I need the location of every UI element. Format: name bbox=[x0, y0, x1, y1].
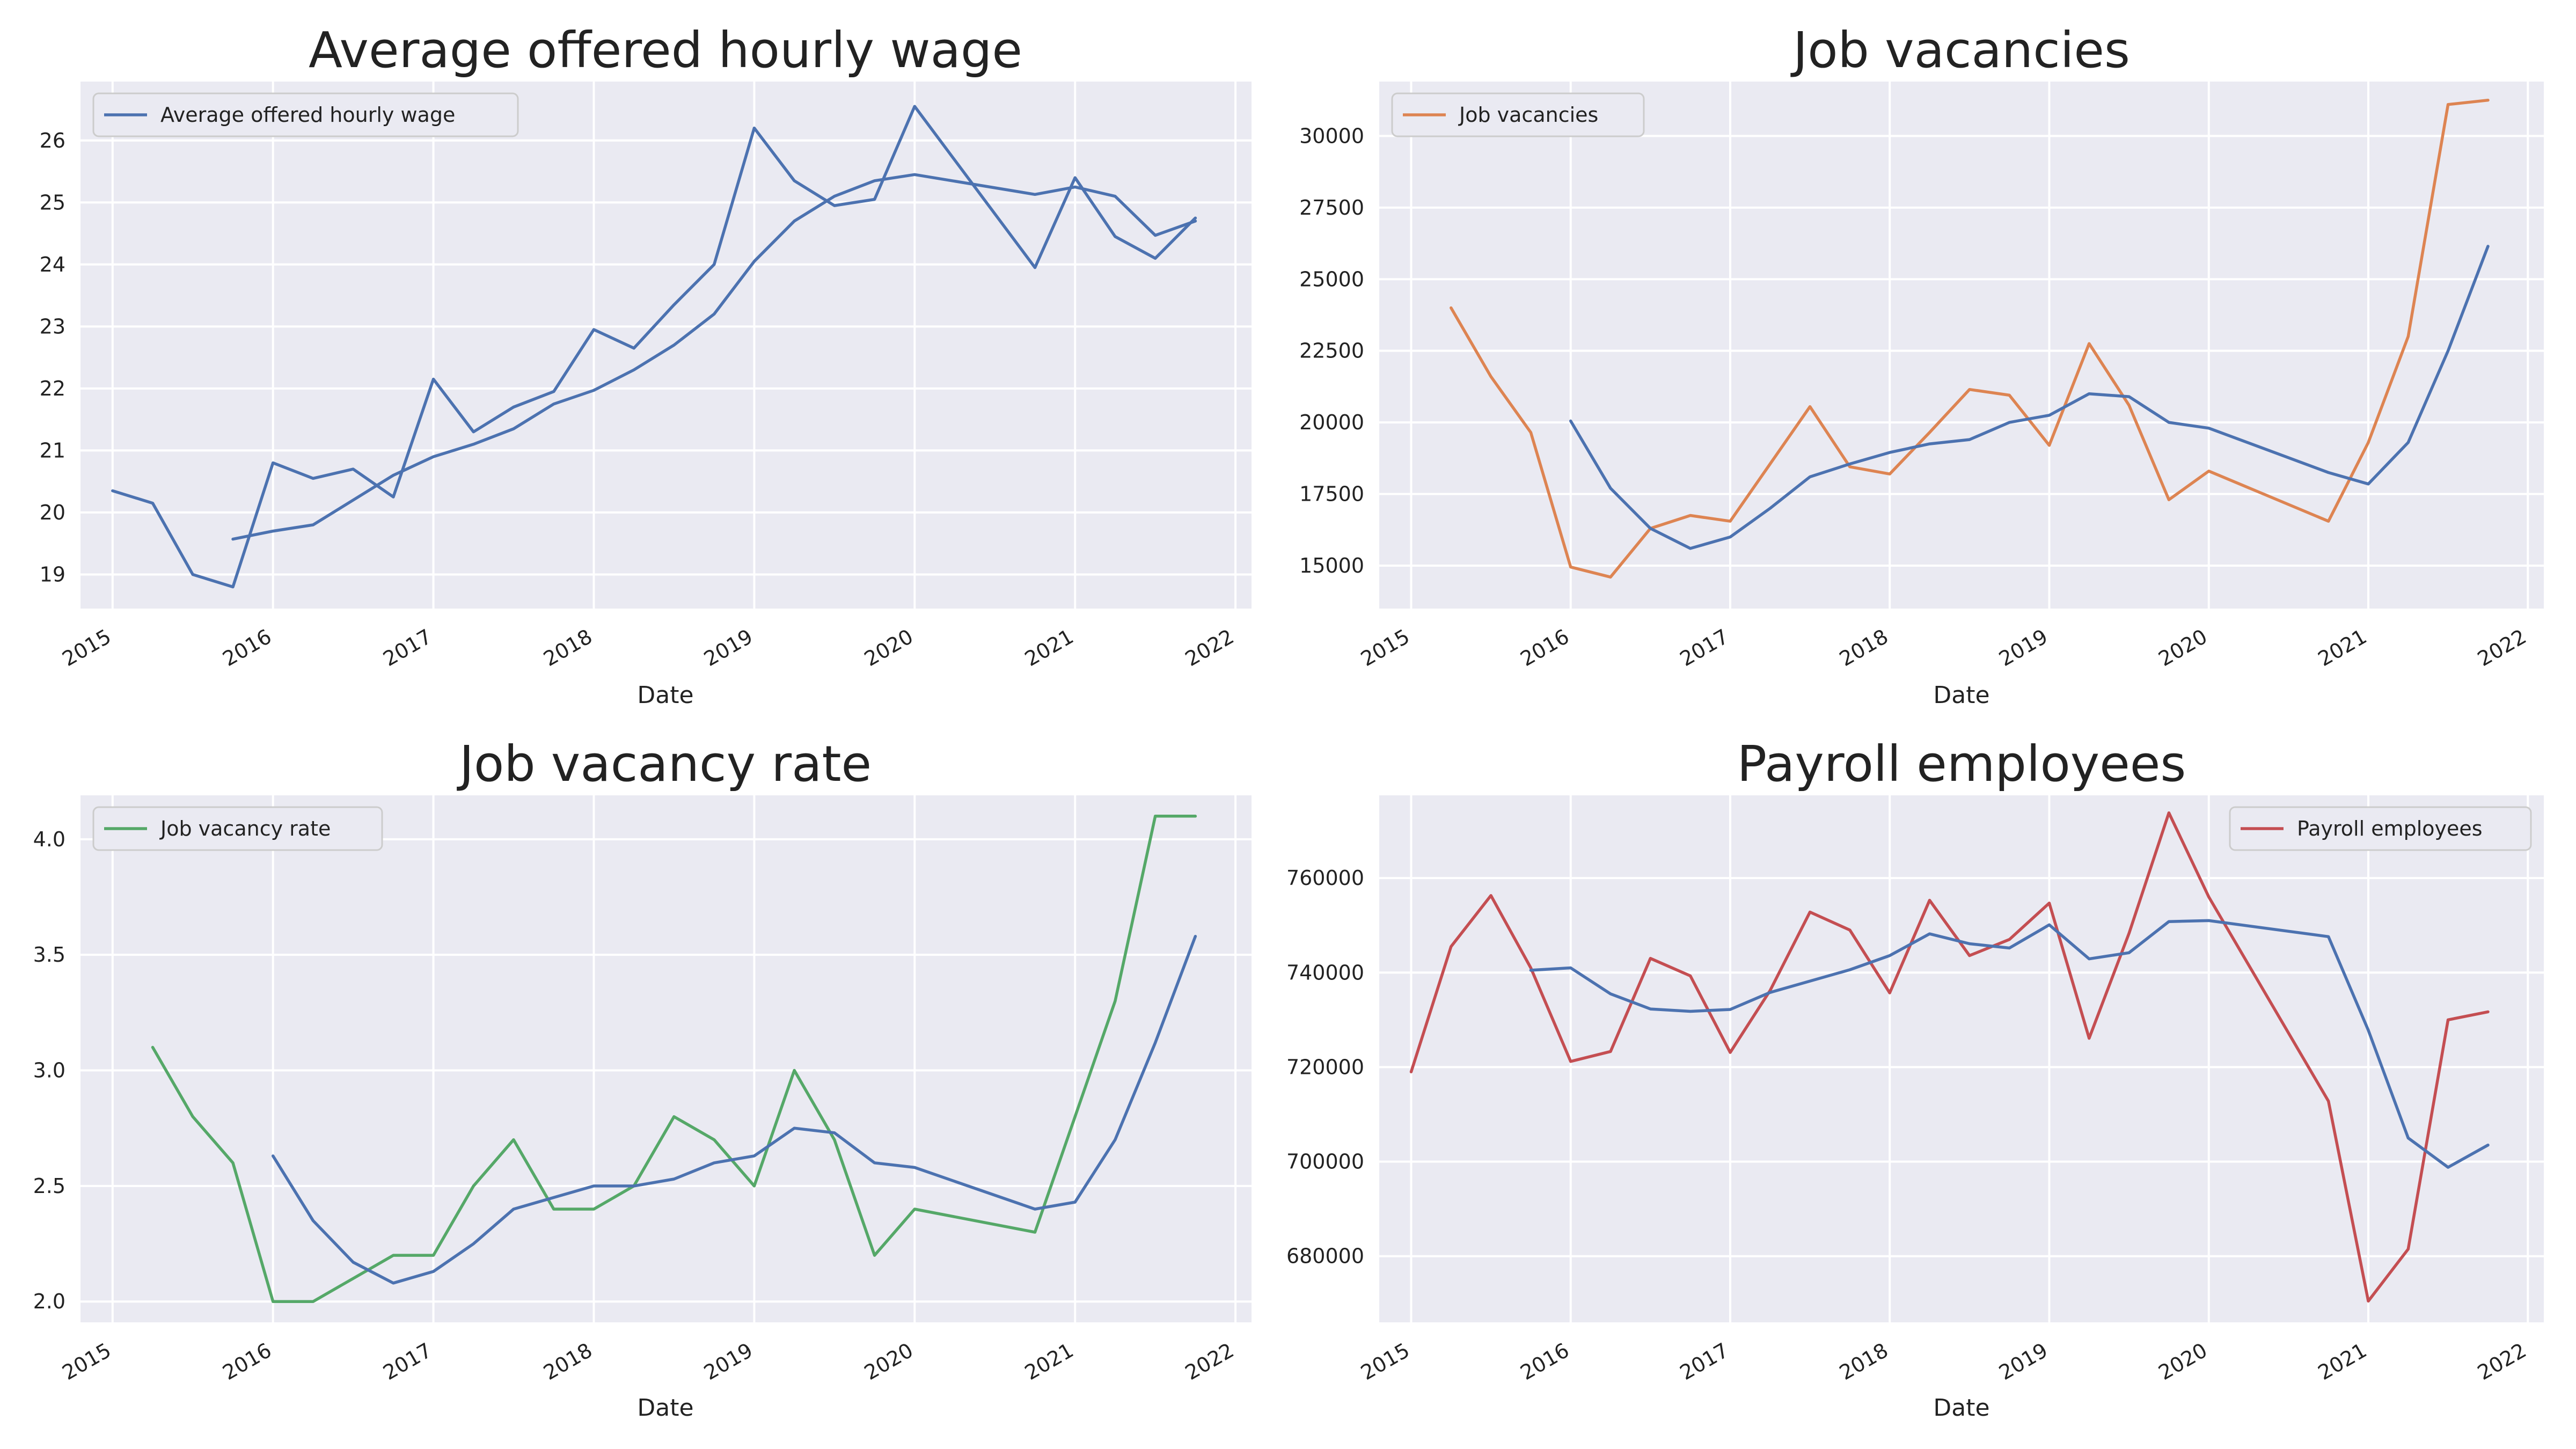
plot-area bbox=[1379, 795, 2544, 1322]
series-line-secondary bbox=[1569, 245, 2490, 550]
y-tick-label: 720000 bbox=[1286, 1055, 1364, 1079]
y-tick-label: 3.0 bbox=[33, 1059, 65, 1082]
x-axis-label: Date bbox=[637, 1394, 693, 1422]
y-tick-label: 20 bbox=[40, 501, 65, 524]
y-tick-label: 25000 bbox=[1299, 267, 1364, 291]
series-line-secondary bbox=[231, 173, 1197, 541]
y-tick-label: 4.0 bbox=[33, 828, 65, 851]
legend: Average offered hourly wage bbox=[92, 92, 519, 137]
grid bbox=[80, 82, 1252, 609]
chart-title: Payroll employees bbox=[1737, 735, 2186, 793]
legend-label: Average offered hourly wage bbox=[160, 103, 455, 127]
y-tick-label: 3.5 bbox=[33, 943, 65, 967]
chart-title: Average offered hourly wage bbox=[309, 21, 1022, 79]
legend-box bbox=[1391, 92, 1645, 137]
chart-title: Job vacancy rate bbox=[457, 735, 872, 793]
legend: Job vacancy rate bbox=[92, 806, 383, 851]
y-tick-label: 22 bbox=[40, 377, 65, 400]
legend: Payroll employees bbox=[2229, 806, 2532, 851]
chart-panel-average-offered-hourly-wage: Average offered hourly wage Date 2015 201… bbox=[40, 21, 1252, 709]
y-tick-label: 20000 bbox=[1299, 411, 1364, 434]
y-tick-label: 23 bbox=[40, 314, 65, 338]
y-tick-label: 21 bbox=[40, 438, 65, 462]
y-tick-label: 740000 bbox=[1286, 961, 1364, 984]
plot-area bbox=[80, 795, 1252, 1322]
x-axis-label: Date bbox=[1933, 682, 1989, 709]
chart-title: Job vacancies bbox=[1790, 21, 2130, 79]
y-tick-label: 22500 bbox=[1299, 339, 1364, 363]
y-tick-label: 17500 bbox=[1299, 482, 1364, 506]
y-tick-label: 680000 bbox=[1286, 1245, 1364, 1268]
y-tick-label: 27500 bbox=[1299, 196, 1364, 219]
plot-area bbox=[80, 82, 1252, 609]
grid bbox=[1379, 795, 2544, 1322]
series-line-secondary bbox=[271, 934, 1197, 1285]
y-tick-label: 19 bbox=[40, 562, 65, 586]
y-tick-label: 26 bbox=[40, 129, 65, 152]
legend: Job vacancies bbox=[1391, 92, 1645, 137]
y-tick-label: 760000 bbox=[1286, 866, 1364, 890]
series-line-secondary bbox=[1529, 919, 2490, 1169]
y-tick-label: 24 bbox=[40, 253, 65, 276]
series-line-primary bbox=[1450, 98, 2490, 579]
y-tick-label: 15000 bbox=[1299, 554, 1364, 577]
series-line-primary bbox=[111, 105, 1197, 589]
plot-area bbox=[1379, 82, 2544, 609]
y-tick-label: 700000 bbox=[1286, 1150, 1364, 1174]
legend-box bbox=[92, 806, 383, 851]
legend-label: Job vacancy rate bbox=[159, 817, 331, 840]
y-tick-label: 2.5 bbox=[33, 1174, 65, 1198]
chart-panel-payroll-employees: Payroll employees Date 2015 2016 2017 2018 2… bbox=[1286, 735, 2544, 1422]
x-axis-label: Date bbox=[637, 682, 693, 709]
y-tick-label: 30000 bbox=[1299, 124, 1364, 148]
chart-panel-job-vacancies: Job vacancies Date 2015 2016 2017 2018 2019 2… bbox=[1299, 21, 2544, 709]
series-line-primary bbox=[1409, 811, 2490, 1303]
grid bbox=[1379, 82, 2544, 609]
y-tick-label: 25 bbox=[40, 191, 65, 214]
legend-box bbox=[92, 92, 519, 137]
chart-panel-job-vacancy-rate: Job vacancy rate Date 2015 2016 2017 2018 20… bbox=[33, 735, 1252, 1422]
legend-label: Job vacancies bbox=[1458, 103, 1598, 127]
legend-box bbox=[2229, 806, 2532, 851]
x-axis-label: Date bbox=[1933, 1394, 1989, 1422]
y-tick-label: 2.0 bbox=[33, 1290, 65, 1313]
legend-label: Payroll employees bbox=[2297, 817, 2483, 840]
